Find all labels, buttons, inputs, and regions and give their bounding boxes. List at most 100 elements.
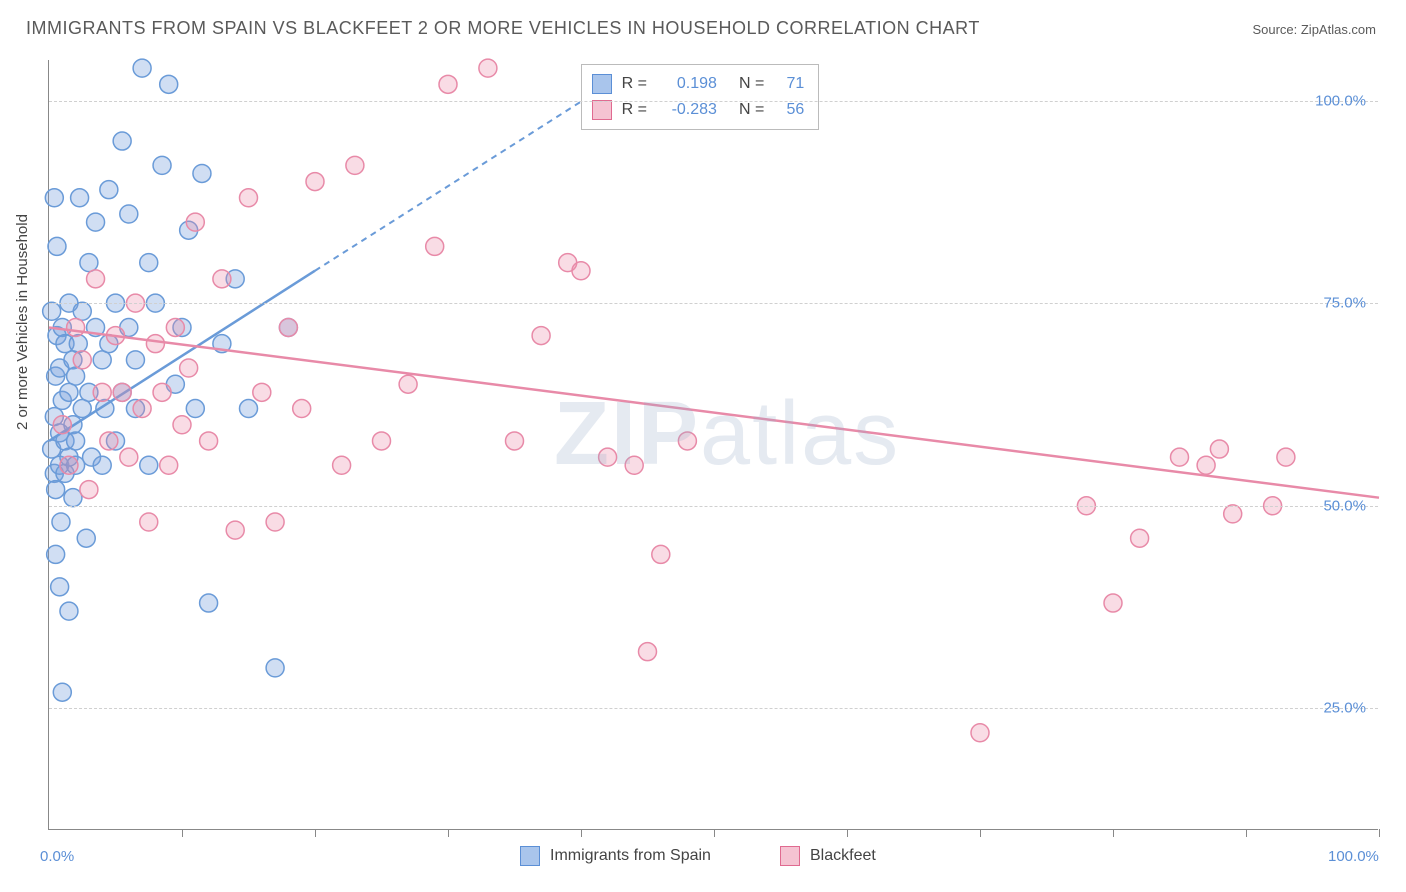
scatter-point <box>93 456 111 474</box>
scatter-point <box>60 456 78 474</box>
scatter-point <box>678 432 696 450</box>
scatter-point <box>166 318 184 336</box>
scatter-point <box>64 489 82 507</box>
x-tick <box>315 829 316 837</box>
scatter-point <box>625 456 643 474</box>
scatter-point <box>399 375 417 393</box>
scatter-point <box>45 189 63 207</box>
scatter-point <box>1277 448 1295 466</box>
scatter-point <box>1104 594 1122 612</box>
scatter-point <box>1224 505 1242 523</box>
x-tick <box>182 829 183 837</box>
gridline-h <box>49 303 1378 304</box>
scatter-point <box>639 643 657 661</box>
scatter-point <box>100 181 118 199</box>
scatter-point <box>193 164 211 182</box>
stats-legend-box: R =0.198N =71R =-0.283N =56 <box>581 64 820 130</box>
scatter-point <box>51 578 69 596</box>
x-tick <box>448 829 449 837</box>
scatter-point <box>1197 456 1215 474</box>
scatter-point <box>266 659 284 677</box>
n-value: 71 <box>774 71 804 97</box>
gridline-h <box>49 708 1378 709</box>
source-attribution: Source: ZipAtlas.com <box>1252 22 1376 37</box>
scatter-point <box>53 683 71 701</box>
scatter-plot-svg <box>49 60 1378 829</box>
scatter-point <box>213 270 231 288</box>
scatter-point <box>652 545 670 563</box>
n-label: N = <box>739 71 764 97</box>
bottom-legend-item: Blackfeet <box>780 846 876 866</box>
scatter-point <box>160 456 178 474</box>
source-prefix: Source: <box>1252 22 1300 37</box>
scatter-point <box>1131 529 1149 547</box>
scatter-point <box>133 400 151 418</box>
scatter-point <box>173 416 191 434</box>
scatter-point <box>333 456 351 474</box>
gridline-h <box>49 506 1378 507</box>
legend-swatch <box>592 100 612 120</box>
scatter-point <box>373 432 391 450</box>
scatter-point <box>180 359 198 377</box>
scatter-point <box>506 432 524 450</box>
scatter-point <box>60 602 78 620</box>
scatter-point <box>120 448 138 466</box>
scatter-point <box>60 383 78 401</box>
x-tick-right: 100.0% <box>1328 848 1379 865</box>
scatter-point <box>77 529 95 547</box>
scatter-point <box>253 383 271 401</box>
scatter-point <box>479 59 497 77</box>
scatter-point <box>599 448 617 466</box>
scatter-point <box>240 189 258 207</box>
scatter-point <box>71 189 89 207</box>
scatter-point <box>100 432 118 450</box>
scatter-point <box>226 521 244 539</box>
scatter-point <box>87 270 105 288</box>
r-value: 0.198 <box>657 71 717 97</box>
scatter-point <box>120 205 138 223</box>
legend-swatch <box>780 846 800 866</box>
x-tick <box>847 829 848 837</box>
y-axis-label: 2 or more Vehicles in Household <box>14 214 31 430</box>
scatter-point <box>293 400 311 418</box>
legend-swatch <box>592 74 612 94</box>
scatter-point <box>266 513 284 531</box>
scatter-point <box>47 545 65 563</box>
r-label: R = <box>622 71 647 97</box>
scatter-point <box>160 75 178 93</box>
scatter-point <box>133 59 151 77</box>
scatter-point <box>1171 448 1189 466</box>
scatter-point <box>52 513 70 531</box>
scatter-point <box>126 351 144 369</box>
scatter-point <box>140 513 158 531</box>
scatter-point <box>87 213 105 231</box>
x-tick <box>714 829 715 837</box>
scatter-point <box>439 75 457 93</box>
scatter-point <box>67 367 85 385</box>
scatter-point <box>306 173 324 191</box>
scatter-point <box>240 400 258 418</box>
scatter-point <box>80 481 98 499</box>
scatter-point <box>73 351 91 369</box>
trend-line-dashed <box>315 76 621 271</box>
scatter-point <box>153 383 171 401</box>
y-tick-label: 75.0% <box>1323 295 1366 312</box>
y-tick-label: 100.0% <box>1315 92 1366 109</box>
scatter-point <box>67 318 85 336</box>
y-tick-label: 50.0% <box>1323 497 1366 514</box>
scatter-point <box>93 351 111 369</box>
scatter-point <box>140 254 158 272</box>
scatter-point <box>80 254 98 272</box>
x-tick <box>581 829 582 837</box>
scatter-point <box>48 237 66 255</box>
scatter-point <box>113 383 131 401</box>
scatter-point <box>426 237 444 255</box>
scatter-point <box>200 594 218 612</box>
x-tick <box>1379 829 1380 837</box>
scatter-point <box>73 302 91 320</box>
scatter-point <box>532 327 550 345</box>
scatter-point <box>153 156 171 174</box>
chart-plot-area: ZIPatlas R =0.198N =71R =-0.283N =56 25.… <box>48 60 1378 830</box>
scatter-point <box>1210 440 1228 458</box>
legend-label: Blackfeet <box>810 847 876 865</box>
